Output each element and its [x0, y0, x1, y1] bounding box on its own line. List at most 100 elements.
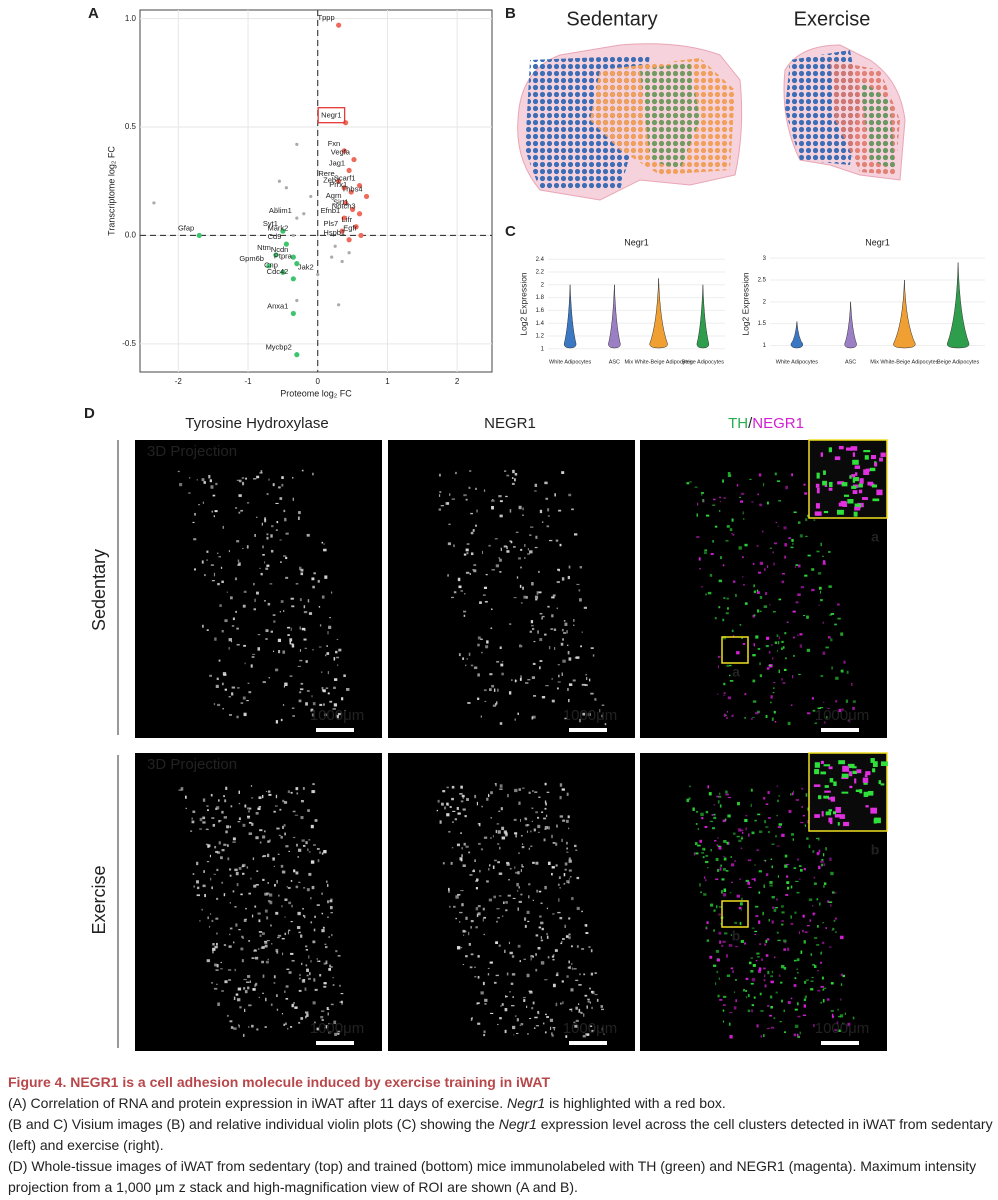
speck: [469, 573, 471, 575]
speck: [686, 482, 690, 485]
speck: [700, 891, 702, 894]
speck: [756, 591, 760, 594]
speck: [216, 942, 218, 946]
speck: [555, 539, 559, 542]
speck: [581, 910, 583, 913]
speck: [581, 683, 586, 686]
speck: [456, 807, 459, 810]
speck: [822, 999, 825, 1003]
speck: [560, 1002, 562, 1005]
speck: [316, 848, 320, 850]
speck: [798, 865, 802, 867]
speck: [783, 967, 787, 970]
speck: [752, 700, 757, 703]
speck: [312, 790, 316, 793]
speck: [321, 912, 324, 915]
speck: [262, 554, 265, 556]
speck: [542, 1022, 545, 1025]
speck: [204, 574, 206, 577]
speck: [310, 921, 313, 924]
speck: [585, 932, 589, 934]
point: [336, 178, 342, 184]
speck: [452, 810, 456, 812]
speck: [177, 470, 180, 473]
inset-speck: [853, 511, 858, 517]
speck: [716, 869, 720, 872]
speck: [505, 909, 508, 912]
speck: [516, 882, 519, 887]
speck: [308, 972, 311, 976]
speck: [810, 980, 814, 982]
speck: [559, 543, 562, 547]
speck: [581, 948, 585, 950]
speck: [463, 842, 466, 846]
speck: [202, 798, 206, 802]
speck: [316, 1027, 320, 1031]
point-label: Negr1: [321, 111, 341, 120]
speck: [576, 945, 579, 948]
speck: [775, 907, 778, 909]
point: [290, 254, 296, 260]
speck: [232, 890, 235, 893]
speck: [242, 696, 246, 700]
point: [337, 303, 341, 307]
speck: [509, 867, 512, 870]
speck: [312, 585, 315, 589]
speck: [476, 509, 478, 513]
speck: [551, 872, 553, 876]
speck: [280, 600, 284, 603]
speck: [712, 504, 716, 506]
row-title: Sedentary: [89, 549, 109, 631]
speck: [802, 1014, 807, 1016]
speck: [340, 1000, 344, 1004]
speck: [497, 830, 501, 834]
speck: [548, 646, 551, 650]
speck: [533, 640, 536, 643]
speck: [483, 689, 487, 692]
speck: [814, 965, 817, 969]
speck: [698, 557, 701, 561]
speck: [766, 667, 770, 670]
speck: [552, 913, 555, 915]
speck: [555, 842, 558, 846]
speck: [753, 584, 755, 588]
speck: [732, 832, 736, 835]
speck: [718, 509, 721, 513]
speck: [503, 901, 505, 905]
speck: [713, 909, 716, 912]
speck: [568, 493, 572, 497]
speck: [817, 707, 821, 710]
speck: [247, 682, 250, 684]
speck: [729, 892, 732, 894]
micrograph: [388, 440, 635, 738]
speck: [253, 608, 257, 611]
roi-label: b: [871, 842, 880, 858]
speck: [547, 956, 550, 959]
speck: [518, 886, 520, 889]
speck: [313, 572, 316, 575]
inset-speck: [841, 776, 849, 780]
speck: [715, 857, 719, 862]
speck: [713, 813, 716, 816]
speck: [695, 852, 699, 855]
speck: [197, 886, 200, 890]
speck: [248, 1004, 252, 1007]
speck: [322, 926, 325, 929]
speck: [285, 845, 289, 848]
speck: [555, 1002, 558, 1007]
speck: [262, 545, 264, 549]
speck: [700, 812, 704, 817]
speck: [438, 494, 441, 497]
speck: [248, 821, 252, 824]
speck: [778, 598, 782, 601]
speck: [778, 823, 783, 826]
speck: [512, 469, 515, 474]
speck: [526, 830, 529, 833]
speck: [550, 628, 554, 630]
speck: [742, 576, 744, 578]
speck: [726, 597, 729, 600]
speck: [282, 825, 284, 829]
speck: [794, 1008, 798, 1011]
speck: [185, 807, 187, 810]
speck: [246, 545, 249, 549]
